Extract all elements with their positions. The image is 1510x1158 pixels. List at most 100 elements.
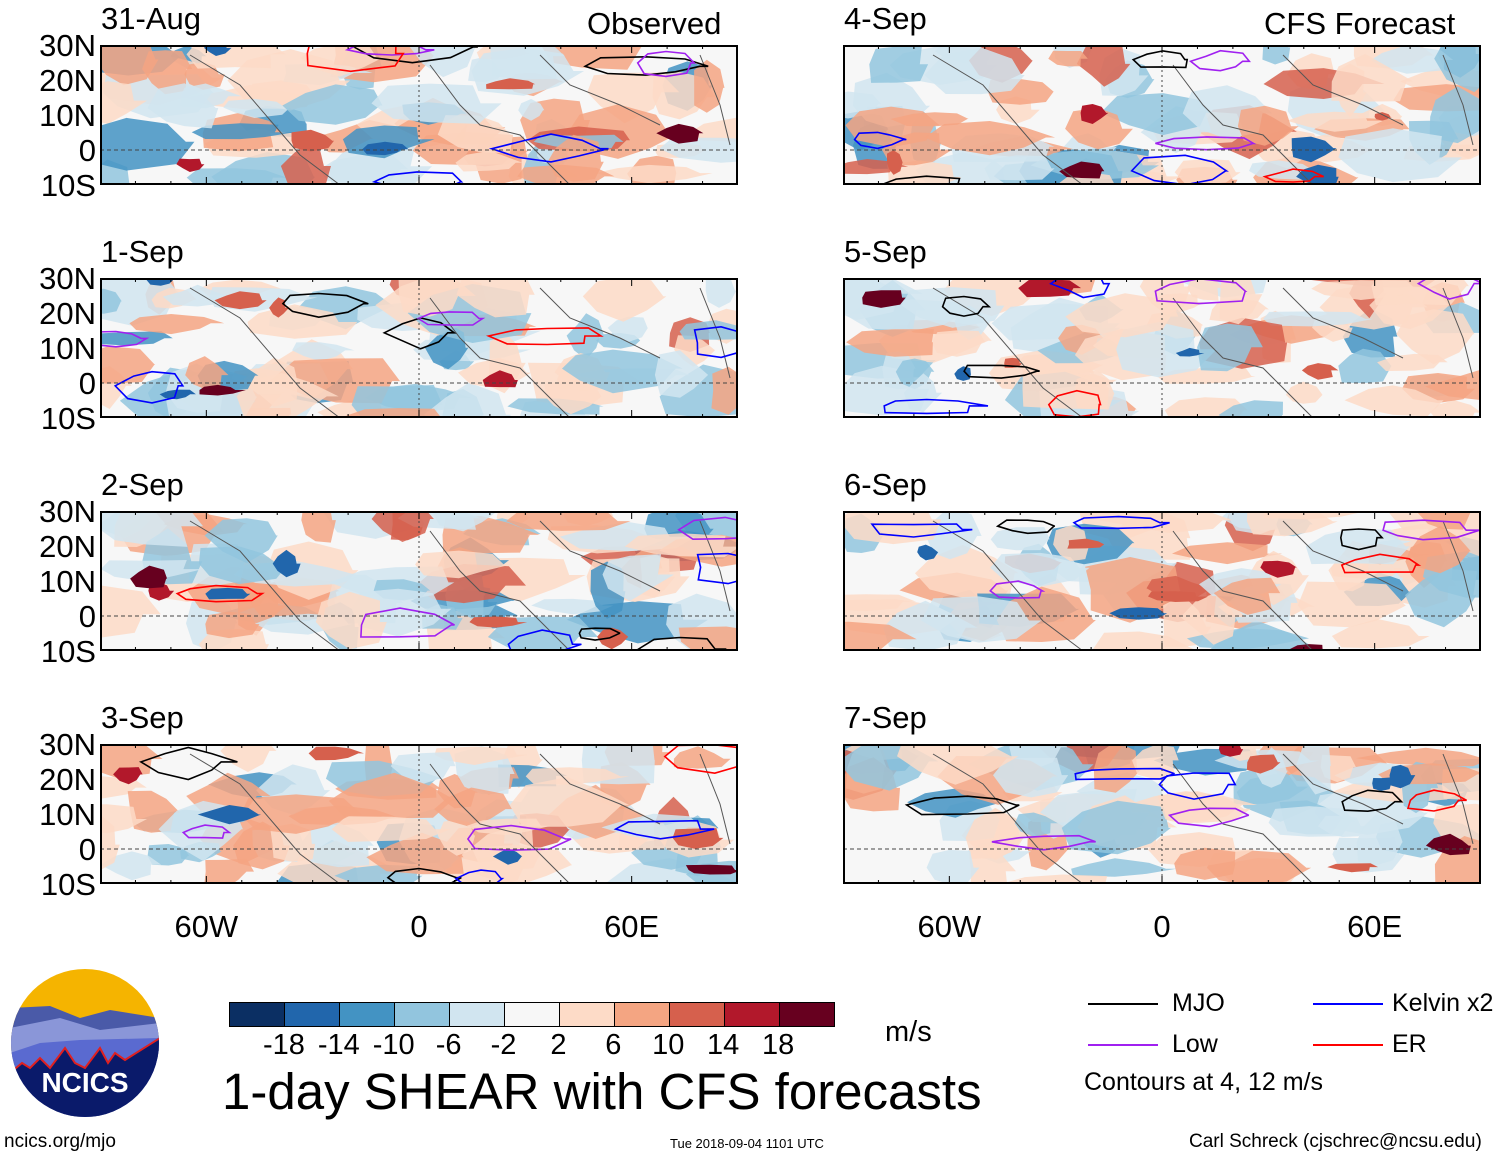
x-tick-label: 0 bbox=[1153, 909, 1171, 944]
shear-blob bbox=[415, 550, 512, 579]
panel-date-31-aug: 31-Aug bbox=[101, 1, 201, 36]
shear-core bbox=[130, 565, 168, 589]
colorbar-units: m/s bbox=[885, 1016, 932, 1048]
shear-blob bbox=[331, 816, 451, 842]
shear-blob bbox=[100, 585, 161, 638]
contour-low bbox=[636, 50, 697, 78]
y-tick-label: 10S bbox=[40, 401, 96, 436]
contour-mjo bbox=[636, 636, 727, 651]
shear-blob bbox=[678, 626, 738, 651]
shear-core bbox=[1018, 279, 1082, 298]
contour-er bbox=[1340, 553, 1422, 574]
contour-er bbox=[663, 744, 738, 775]
contour-mjo bbox=[352, 45, 479, 64]
colorbar-swatch bbox=[284, 1003, 339, 1026]
shear-blob bbox=[142, 50, 193, 95]
shear-blob bbox=[1417, 511, 1471, 530]
site-link[interactable]: ncics.org/mjo bbox=[4, 1131, 116, 1152]
contour-kelvin-x2 bbox=[488, 133, 609, 163]
y-tick-label: 20N bbox=[39, 296, 96, 331]
contour-mjo bbox=[904, 795, 1020, 816]
contour-low bbox=[416, 311, 486, 326]
shear-blob bbox=[398, 278, 476, 317]
shear-blob bbox=[1071, 858, 1177, 877]
contour-kelvin-x2 bbox=[454, 869, 505, 884]
shear-blob bbox=[100, 117, 195, 171]
contour-mjo bbox=[281, 292, 369, 319]
colorbar-label: -10 bbox=[372, 1029, 415, 1061]
contour-kelvin-x2 bbox=[870, 523, 973, 538]
map-panel-7-sep bbox=[843, 744, 1481, 884]
shear-blob bbox=[434, 746, 528, 765]
shear-blob bbox=[129, 314, 225, 335]
shear-blob bbox=[432, 511, 497, 532]
shear-core bbox=[204, 45, 232, 56]
shear-blob bbox=[926, 849, 980, 884]
shear-core bbox=[1067, 538, 1105, 549]
shear-blob bbox=[434, 787, 512, 828]
contour-note: Contours at 4, 12 m/s bbox=[1084, 1068, 1324, 1096]
shear-blob bbox=[1285, 381, 1323, 404]
map-panel-6-sep bbox=[843, 511, 1481, 651]
shear-blob bbox=[1004, 874, 1117, 884]
contour-kelvin-x2 bbox=[883, 398, 989, 415]
shear-core bbox=[1296, 164, 1339, 185]
y-tick-label: 30N bbox=[39, 494, 96, 529]
contour-kelvin-x2 bbox=[853, 131, 907, 150]
colorbar-label: 10 bbox=[652, 1029, 685, 1061]
panel-date-4-sep: 4-Sep bbox=[844, 1, 927, 36]
shear-blob bbox=[343, 408, 455, 418]
shear-blob bbox=[100, 744, 163, 778]
shear-blob bbox=[1237, 105, 1299, 146]
contour-mjo bbox=[1339, 528, 1384, 551]
coastline bbox=[932, 753, 1474, 884]
shear-blob bbox=[100, 45, 159, 86]
legend-kelvin-line bbox=[1313, 1003, 1383, 1005]
shear-core bbox=[954, 366, 971, 381]
shear-blob bbox=[1218, 400, 1283, 418]
shear-core bbox=[113, 767, 143, 785]
shear-core bbox=[1148, 591, 1209, 602]
contour-mjo bbox=[1341, 789, 1404, 813]
y-tick-label: 10N bbox=[39, 331, 96, 366]
shear-blob bbox=[1061, 800, 1171, 855]
shear-blob bbox=[100, 81, 147, 124]
contour-kelvin-x2 bbox=[1072, 515, 1170, 530]
shear-core bbox=[492, 848, 523, 865]
panel-frame bbox=[100, 744, 738, 884]
observed-header: Observed bbox=[587, 6, 722, 41]
shear-blob bbox=[100, 851, 162, 881]
map-panel-3-sep bbox=[100, 744, 738, 884]
shear-blob bbox=[705, 278, 737, 308]
shear-blob bbox=[547, 134, 604, 182]
shear-blob bbox=[191, 123, 295, 140]
shear-blob bbox=[1116, 322, 1217, 378]
shear-blob bbox=[897, 744, 1019, 785]
contour-low bbox=[1167, 807, 1250, 828]
contour-low bbox=[181, 824, 232, 839]
y-tick-label: 10S bbox=[40, 634, 96, 669]
shear-blob bbox=[423, 382, 511, 418]
colorbar-swatch bbox=[724, 1003, 779, 1026]
shear-core bbox=[1260, 560, 1297, 578]
contour-low bbox=[360, 607, 455, 638]
shear-blob bbox=[926, 511, 982, 560]
panel-frame bbox=[100, 45, 738, 185]
shear-blob bbox=[602, 554, 675, 601]
contour-kelvin-x2 bbox=[507, 629, 582, 651]
shear-blob bbox=[843, 621, 917, 651]
shear-blob bbox=[366, 832, 464, 875]
map-panel-31-aug bbox=[100, 45, 738, 185]
shear-blob bbox=[525, 767, 630, 785]
shear-blob bbox=[582, 278, 667, 322]
shear-blob bbox=[437, 115, 514, 154]
colorbar-label: 2 bbox=[550, 1029, 567, 1061]
panel-date-2-sep: 2-Sep bbox=[101, 467, 184, 502]
shear-blob bbox=[1213, 577, 1281, 615]
shear-blob bbox=[518, 99, 545, 121]
colorbar-label: 18 bbox=[761, 1029, 795, 1061]
shear-core bbox=[199, 384, 246, 396]
contour-kelvin-x2 bbox=[1074, 767, 1175, 781]
contour-mjo bbox=[386, 867, 462, 884]
